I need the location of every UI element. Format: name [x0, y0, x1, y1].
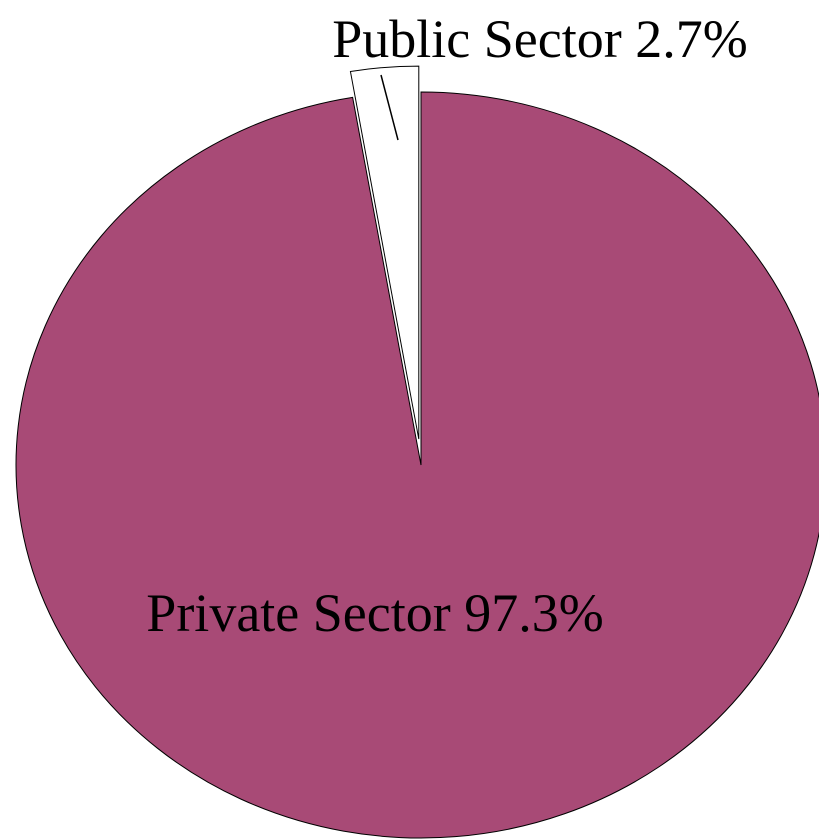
pie-slice-public-sector [349, 65, 420, 440]
private-sector-label: Private Sector 97.3% [146, 583, 603, 643]
pie-slices [15, 65, 819, 839]
public-sector-label: Public Sector 2.7% [332, 9, 747, 69]
public-sector-leader-line [380, 74, 399, 141]
pie-slice-private-sector [15, 91, 819, 839]
